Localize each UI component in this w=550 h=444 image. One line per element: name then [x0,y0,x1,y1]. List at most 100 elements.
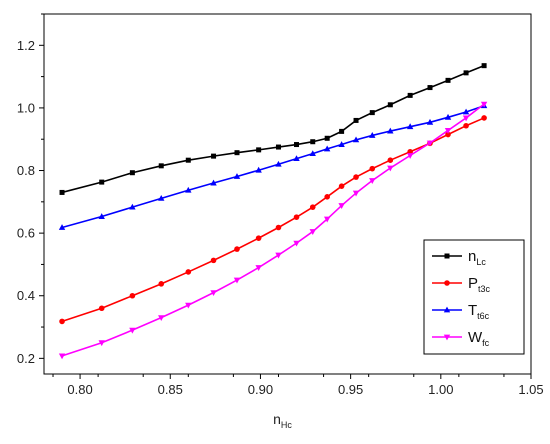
data-point [387,127,394,134]
series-pt3c [59,115,487,325]
legend-item: Wfc [432,329,490,348]
data-point [369,132,376,138]
data-point [323,216,331,223]
data-point [481,63,487,69]
data-point [426,118,434,125]
data-point [338,141,345,147]
plot-area [58,63,488,360]
legend-label-main: n [468,248,476,265]
y-tick-label: 1.0 [17,100,35,115]
x-tick-label: 0.90 [248,382,273,397]
legend-label: nLc [468,248,486,267]
data-point [185,302,192,309]
data-point [406,153,414,159]
data-point [293,155,300,162]
y-tick-label: 0.8 [17,163,35,178]
data-point [129,170,135,176]
y-tick-label: 1.2 [17,38,35,53]
legend-marker [443,306,451,313]
data-point [324,194,330,200]
series-wfc [58,101,488,360]
data-point [158,194,165,201]
data-point [158,281,165,287]
data-point [129,327,136,334]
x-axis-title-main: n [273,411,281,427]
data-point [444,128,452,134]
data-point [275,252,282,259]
data-point [309,229,316,235]
data-point [256,147,262,153]
legend-label-sub: t6c [477,311,490,321]
data-point [462,115,470,122]
data-point [233,173,241,179]
data-point [462,108,470,115]
legend-label-sub: t3c [478,284,491,294]
data-point [427,85,433,91]
data-point [233,277,241,284]
data-point [353,117,359,123]
data-point [255,166,262,173]
data-point [338,203,345,209]
legend-label-main: P [468,275,478,292]
x-axis-title-sub: Hc [281,420,292,430]
x-tick-label: 0.80 [67,382,92,397]
data-point [352,136,360,143]
data-point [59,318,65,325]
legend-label-sub: fc [482,338,490,348]
data-point [255,235,262,241]
y-tick-label: 0.6 [17,226,35,241]
data-point [185,269,192,275]
data-point [275,160,282,167]
legend-marker [444,280,450,286]
data-point [463,122,469,129]
series-tt6c [58,102,488,230]
legend-marker [443,334,451,341]
data-point [445,77,451,83]
data-point [98,213,105,219]
legend-label: Tt6c [468,302,490,321]
data-point [387,102,393,108]
data-point [369,165,376,172]
x-tick-label: 0.95 [338,382,363,397]
data-point [480,101,488,108]
legend-label-main: T [468,302,477,319]
data-point [309,150,316,157]
series-nlc [59,63,487,195]
data-point [407,92,413,98]
data-point [234,246,240,252]
data-point [463,70,469,76]
legend-label: Wfc [468,329,490,348]
data-point [234,150,240,156]
data-point [387,157,394,163]
data-point [445,131,451,138]
data-point [185,157,191,163]
data-point [293,240,300,247]
data-point [309,204,316,210]
data-point [211,153,217,159]
legend-label: Pt3c [468,275,491,294]
data-point [158,163,164,169]
data-point [426,140,434,147]
y-tick-label: 0.2 [17,351,35,366]
axes: 0.80 0.85 0.90 0.95 1.00 1.05 0.2 0.4 0.6 0.8 1.0 1… [17,13,544,430]
data-point [210,179,217,186]
y-tick-label: 0.4 [17,288,35,303]
data-point [324,135,330,141]
legend-box [423,239,525,355]
data-point [99,179,105,185]
data-point [129,203,136,210]
data-point [310,139,316,145]
legend-label-sub: Lc [476,257,486,267]
x-axis-title: nHc [273,411,292,430]
data-point [58,224,66,230]
data-point [339,128,345,134]
data-point [275,224,282,231]
data-point [352,190,360,197]
legend-item: nLc [432,248,486,267]
data-point [293,214,300,220]
data-point [353,174,359,180]
legend-item: Pt3c [432,275,491,294]
data-point [275,144,281,150]
